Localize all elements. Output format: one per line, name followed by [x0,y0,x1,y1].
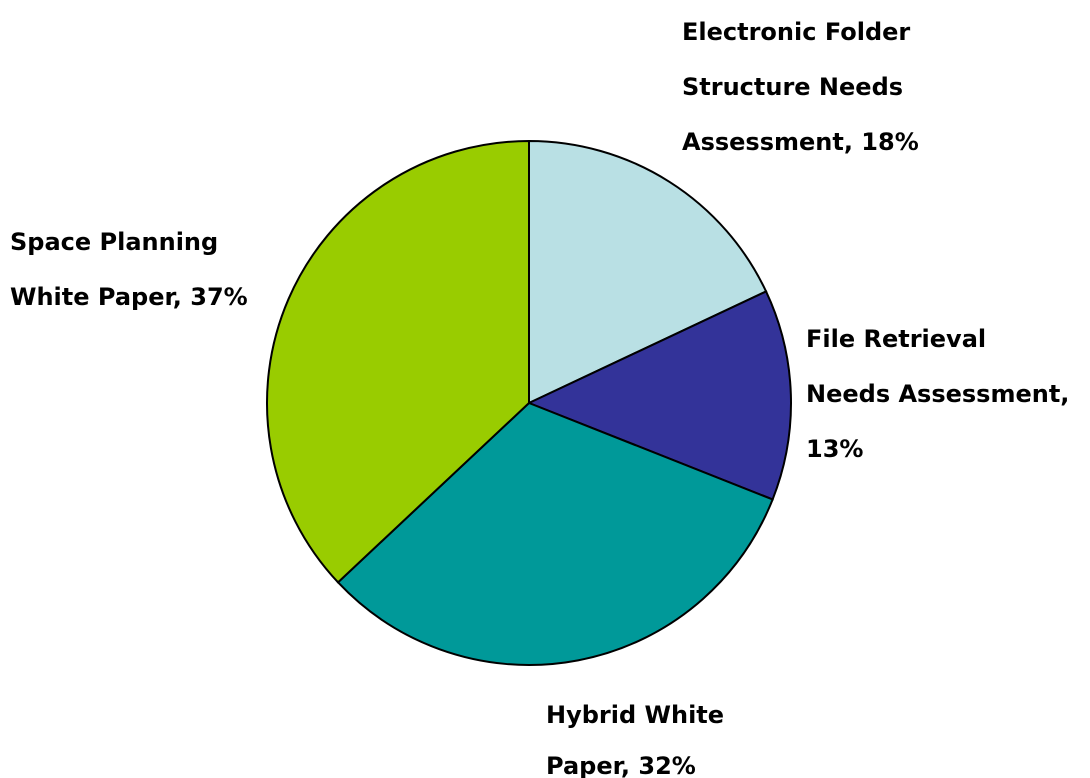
pie-slice-space-planning [266,139,530,584]
slice-label-hybrid-white-paper: Hybrid White Paper, 32% [546,701,732,778]
pie-slice-hybrid-white-paper [336,401,774,666]
pie-slices [266,139,792,666]
slice-label-space-planning: Space Planning White Paper, 37% [10,228,248,311]
slice-labels: Electronic Folder Structure Needs Assess… [10,18,1078,778]
pie-slice-file-retrieval [526,290,792,501]
pie-slice-electronic-folder [528,139,768,405]
slice-label-electronic-folder: Electronic Folder Structure Needs Assess… [682,18,919,156]
slice-label-file-retrieval: File Retrieval Needs Assessment, 13% [806,325,1078,463]
